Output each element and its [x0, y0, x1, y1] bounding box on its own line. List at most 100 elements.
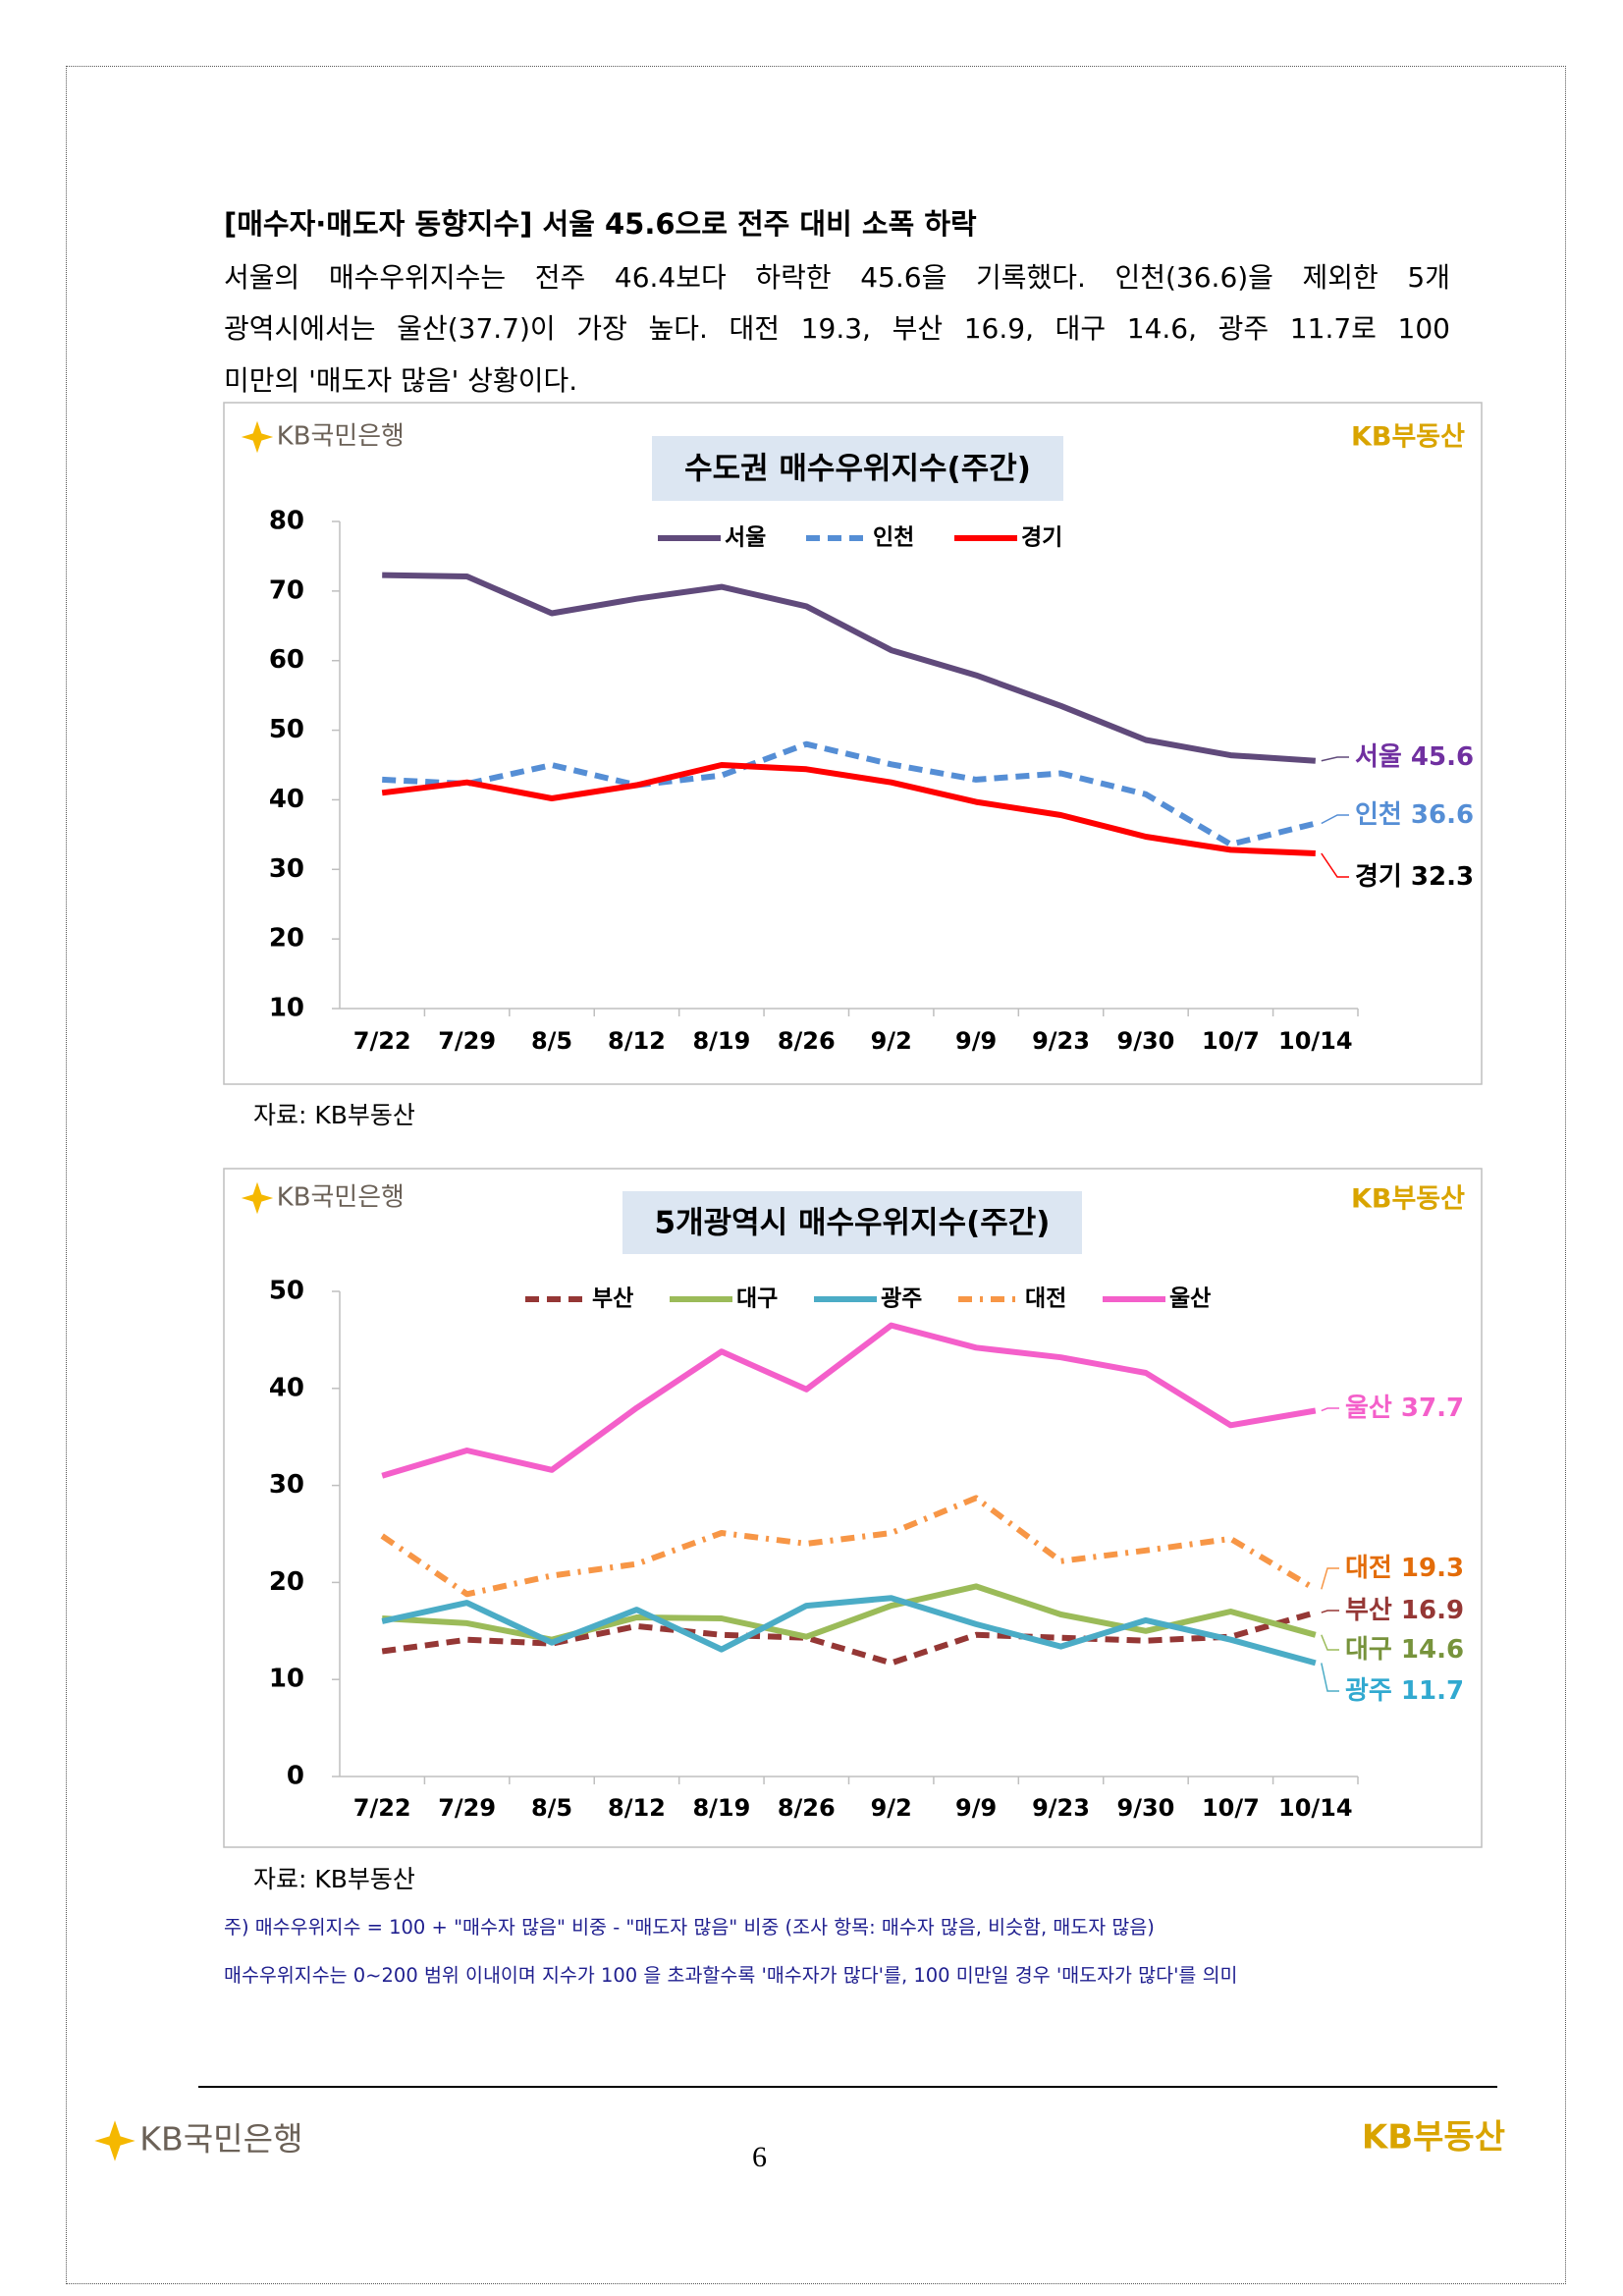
logo-star: [94, 2120, 135, 2161]
x-tick-label: 7/22: [353, 1794, 411, 1822]
logo-star: [241, 1181, 274, 1215]
x-tick-label: 7/29: [438, 1794, 496, 1822]
source: 자료: KB부동산: [253, 1101, 415, 1129]
end-label-name: 서울: [1355, 742, 1402, 772]
y-tick-label: 70: [269, 575, 304, 605]
leader-line: [1321, 852, 1349, 878]
footer-rule: [198, 2086, 1497, 2088]
end-label: 경기 32.3: [1355, 862, 1474, 892]
leader-line: [1321, 1567, 1339, 1590]
note: 주) 매수우위지수 = 100 + "매수자 많음" 비중 - "매도자 많음"…: [224, 1916, 1155, 1939]
end-label: 대전 19.3: [1345, 1554, 1464, 1583]
logo-bank: KB국민은행: [241, 1181, 405, 1215]
chart-title: 수도권 매수우위지수(주간): [684, 452, 1031, 487]
end-label: 부산 16.9: [1345, 1596, 1464, 1625]
end-label: 광주 11.7: [1345, 1676, 1464, 1706]
end-label-value: 36.6: [1411, 800, 1474, 830]
y-tick-label: 10: [269, 994, 304, 1023]
end-label-name: 대전: [1345, 1554, 1392, 1583]
end-label: 인천 36.6: [1355, 800, 1474, 830]
data-line: [382, 572, 1316, 764]
y-tick-label: 60: [269, 645, 304, 675]
x-tick-label: 8/5: [531, 1027, 572, 1055]
x-tick-label: 9/9: [955, 1794, 997, 1822]
x-tick-label: 9/30: [1117, 1027, 1175, 1055]
x-tick-label: 8/12: [608, 1794, 666, 1822]
y-tick-label: 0: [287, 1762, 304, 1791]
chart-frame: [223, 1168, 1483, 1848]
data-line: [380, 1495, 1318, 1598]
end-label-value: 11.7: [1401, 1676, 1464, 1706]
end-label-value: 16.9: [1401, 1596, 1464, 1625]
x-tick-label: 7/22: [353, 1027, 411, 1055]
leader-line: [1321, 756, 1349, 762]
end-label-name: 인천: [1355, 800, 1402, 830]
legend-label: 경기: [1021, 525, 1062, 551]
logo-bank-text: KB국민은행: [277, 1183, 405, 1213]
leader-line: [1321, 814, 1349, 825]
x-tick-label: 10/7: [1202, 1027, 1260, 1055]
x-tick-label: 7/29: [438, 1027, 496, 1055]
chart-title-box: [652, 436, 1063, 501]
end-label: 대구 14.6: [1345, 1635, 1464, 1665]
note: 매수우위지수는 0~200 범위 이내이며 지수가 100 을 초과할수록 '매…: [224, 1964, 1238, 1987]
end-label-name: 광주: [1345, 1676, 1392, 1706]
y-tick-label: 30: [269, 854, 304, 884]
source: 자료: KB부동산: [253, 1865, 415, 1893]
end-label-name: 울산: [1345, 1394, 1392, 1423]
x-tick-label: 10/14: [1278, 1027, 1353, 1055]
y-tick-label: 80: [269, 507, 304, 536]
legend-label: 부산: [592, 1286, 633, 1312]
end-label-value: 19.3: [1401, 1554, 1464, 1583]
chart-title: 5개광역시 매수우위지수(주간): [655, 1206, 1051, 1241]
data-line: [381, 1595, 1317, 1667]
chart-title-box: [622, 1191, 1082, 1254]
leader-line: [1321, 1634, 1339, 1651]
paragraph-line: 서울의 매수우위지수는 전주 46.4보다 하락한 45.6을 기록했다. 인천…: [224, 261, 1450, 294]
legend-label: 서울: [725, 525, 766, 551]
data-line: [381, 1322, 1317, 1479]
x-tick-label: 9/2: [871, 1794, 912, 1822]
legend-label: 울산: [1169, 1286, 1211, 1312]
end-label-value: 32.3: [1411, 862, 1474, 892]
x-tick-label: 9/30: [1117, 1794, 1175, 1822]
logo-bank-text: KB국민은행: [277, 422, 405, 452]
x-tick-label: 9/9: [955, 1027, 997, 1055]
legend-label: 광주: [881, 1286, 922, 1312]
logo-realestate: KB부동산: [1362, 2118, 1505, 2158]
x-tick-label: 8/19: [692, 1794, 750, 1822]
end-label-name: 대구: [1345, 1635, 1392, 1665]
y-tick-label: 40: [269, 785, 304, 814]
x-tick-label: 8/5: [531, 1794, 572, 1822]
y-tick-label: 50: [269, 715, 304, 744]
logo-bank-text: KB국민은행: [139, 2120, 302, 2159]
paragraph-line: 미만의 '매도자 많음' 상황이다.: [224, 364, 578, 397]
page-number: 6: [752, 2141, 767, 2173]
y-tick-label: 10: [269, 1665, 304, 1694]
logo-realestate: KB부동산: [1351, 422, 1465, 453]
y-tick-label: 20: [269, 1567, 304, 1597]
end-label-name: 부산: [1345, 1596, 1392, 1625]
x-tick-label: 8/12: [608, 1027, 666, 1055]
end-label-value: 14.6: [1401, 1635, 1464, 1665]
x-tick-label: 8/26: [778, 1027, 836, 1055]
data-line: [381, 1610, 1317, 1667]
legend-label: 대전: [1025, 1286, 1066, 1312]
y-tick-label: 50: [269, 1277, 304, 1306]
end-label-value: 37.7: [1401, 1394, 1464, 1423]
y-tick-label: 40: [269, 1373, 304, 1402]
leader-line: [1321, 1610, 1339, 1613]
logo-star: [241, 420, 274, 454]
end-label: 서울 45.6: [1355, 742, 1474, 772]
data-line: [381, 762, 1316, 856]
x-tick-label: 9/23: [1032, 1027, 1090, 1055]
logo-bank: KB국민은행: [94, 2120, 303, 2161]
y-tick-label: 30: [269, 1470, 304, 1500]
page-border: [66, 66, 1566, 2284]
y-tick-label: 20: [269, 924, 304, 954]
logo-bank: KB국민은행: [241, 420, 405, 454]
end-label-value: 45.6: [1411, 742, 1474, 772]
data-line: [382, 740, 1317, 847]
